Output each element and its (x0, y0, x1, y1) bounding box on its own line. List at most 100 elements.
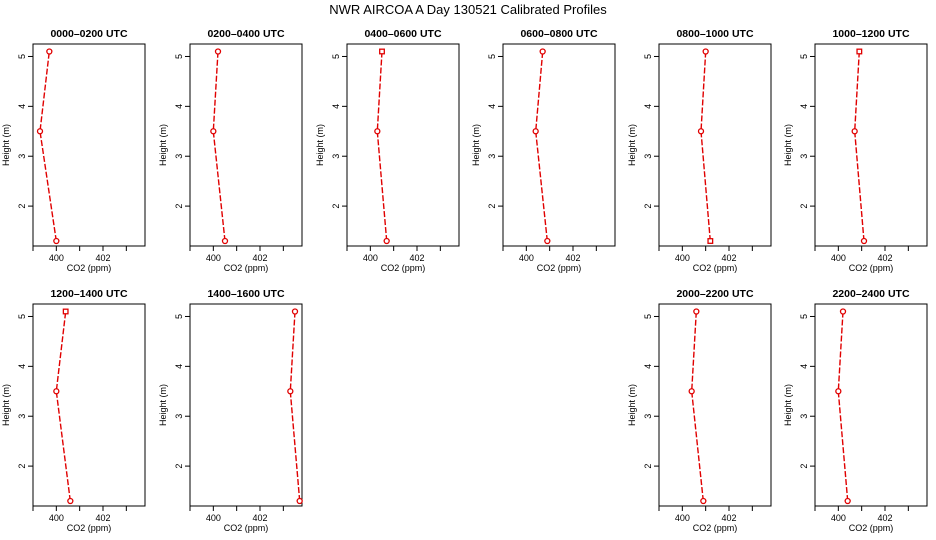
y-tick-label: 5 (643, 314, 653, 319)
panel-title: 0200–0400 UTC (207, 28, 284, 40)
data-point (532, 128, 539, 135)
data-point (688, 388, 695, 395)
y-tick-label: 5 (799, 54, 809, 59)
y-tick-label: 5 (17, 314, 27, 319)
panel-title: 1000–1200 UTC (832, 28, 909, 40)
data-point (860, 237, 868, 245)
y-axis-label: Height (m) (627, 384, 637, 426)
y-tick-label: 2 (331, 204, 341, 209)
y-tick-label: 2 (487, 204, 497, 209)
profile-line (534, 51, 548, 242)
y-axis-label: Height (m) (627, 124, 637, 166)
y-tick-label: 3 (174, 414, 184, 419)
x-axis-label: CO2 (ppm) (67, 523, 112, 533)
plot-frame (32, 303, 146, 507)
y-tick-label: 3 (331, 154, 341, 159)
x-axis-label: CO2 (ppm) (693, 523, 738, 533)
data-point (291, 308, 299, 315)
y-tick-label: 3 (799, 154, 809, 159)
y-tick-label: 4 (799, 104, 809, 109)
x-tick-label: 402 (721, 253, 736, 263)
x-tick-label: 400 (831, 513, 846, 523)
x-tick-label: 400 (363, 253, 378, 263)
y-tick-label: 3 (17, 154, 27, 159)
y-tick-label: 2 (643, 204, 653, 209)
profile-line (212, 51, 226, 242)
y-tick-label: 5 (643, 54, 653, 59)
panel-title: 2200–2400 UTC (832, 288, 909, 300)
data-point (851, 128, 858, 135)
y-tick-label: 4 (17, 104, 27, 109)
y-tick-label: 4 (331, 104, 341, 109)
figure-title: NWR AIRCOA A Day 130521 Calibrated Profi… (329, 2, 607, 17)
y-tick-label: 4 (174, 104, 184, 109)
y-tick-label: 2 (174, 204, 184, 209)
data-point (210, 128, 217, 135)
y-axis-label: Height (m) (783, 384, 793, 426)
plot-frame (502, 43, 616, 247)
data-point (287, 388, 294, 395)
y-tick-label: 5 (799, 314, 809, 319)
y-tick-label: 3 (487, 154, 497, 159)
data-point (700, 497, 707, 505)
panel-title: 0600–0800 UTC (520, 28, 597, 40)
profile-line (700, 51, 711, 242)
profile-line (55, 311, 71, 502)
panel-title: 0400–0600 UTC (364, 28, 441, 40)
y-tick-label: 3 (17, 414, 27, 419)
x-tick-label: 400 (519, 253, 534, 263)
y-tick-label: 4 (643, 364, 653, 369)
y-tick-label: 4 (174, 364, 184, 369)
x-tick-label: 400 (206, 513, 221, 523)
y-tick-label: 5 (331, 54, 341, 59)
x-tick-label: 402 (252, 513, 267, 523)
plot-frame (189, 43, 303, 247)
x-tick-label: 402 (95, 513, 110, 523)
plot-frame (346, 43, 460, 247)
data-point (67, 497, 74, 505)
data-point (379, 48, 385, 55)
x-tick-label: 402 (721, 513, 736, 523)
data-point (383, 237, 390, 245)
y-tick-label: 4 (17, 364, 27, 369)
y-axis-label: Height (m) (1, 384, 11, 426)
profile-line (853, 51, 865, 242)
x-tick-label: 400 (49, 253, 64, 263)
x-axis-label: CO2 (ppm) (67, 263, 112, 273)
y-tick-label: 2 (799, 204, 809, 209)
x-tick-label: 402 (409, 253, 424, 263)
data-point (544, 237, 551, 245)
x-tick-label: 400 (206, 253, 221, 263)
x-tick-label: 400 (675, 253, 690, 263)
y-axis-label: Height (m) (158, 384, 168, 426)
profile-line (39, 51, 57, 242)
data-point (835, 388, 842, 395)
data-point (296, 497, 303, 505)
panel-title: 0000–0200 UTC (50, 28, 127, 40)
y-tick-label: 3 (643, 414, 653, 419)
data-point (53, 237, 60, 245)
x-axis-label: CO2 (ppm) (849, 523, 894, 533)
y-tick-label: 2 (643, 464, 653, 469)
data-point (839, 308, 847, 315)
panel-title: 1400–1600 UTC (207, 288, 284, 300)
data-point (36, 128, 44, 135)
data-point (62, 308, 69, 315)
profile-line (289, 311, 301, 502)
data-point (46, 48, 53, 55)
y-axis-label: Height (m) (315, 124, 325, 166)
x-axis-label: CO2 (ppm) (693, 263, 738, 273)
plot-frame (658, 43, 772, 247)
y-tick-label: 2 (799, 464, 809, 469)
y-tick-label: 5 (174, 314, 184, 319)
y-tick-label: 3 (643, 154, 653, 159)
x-tick-label: 402 (877, 513, 892, 523)
